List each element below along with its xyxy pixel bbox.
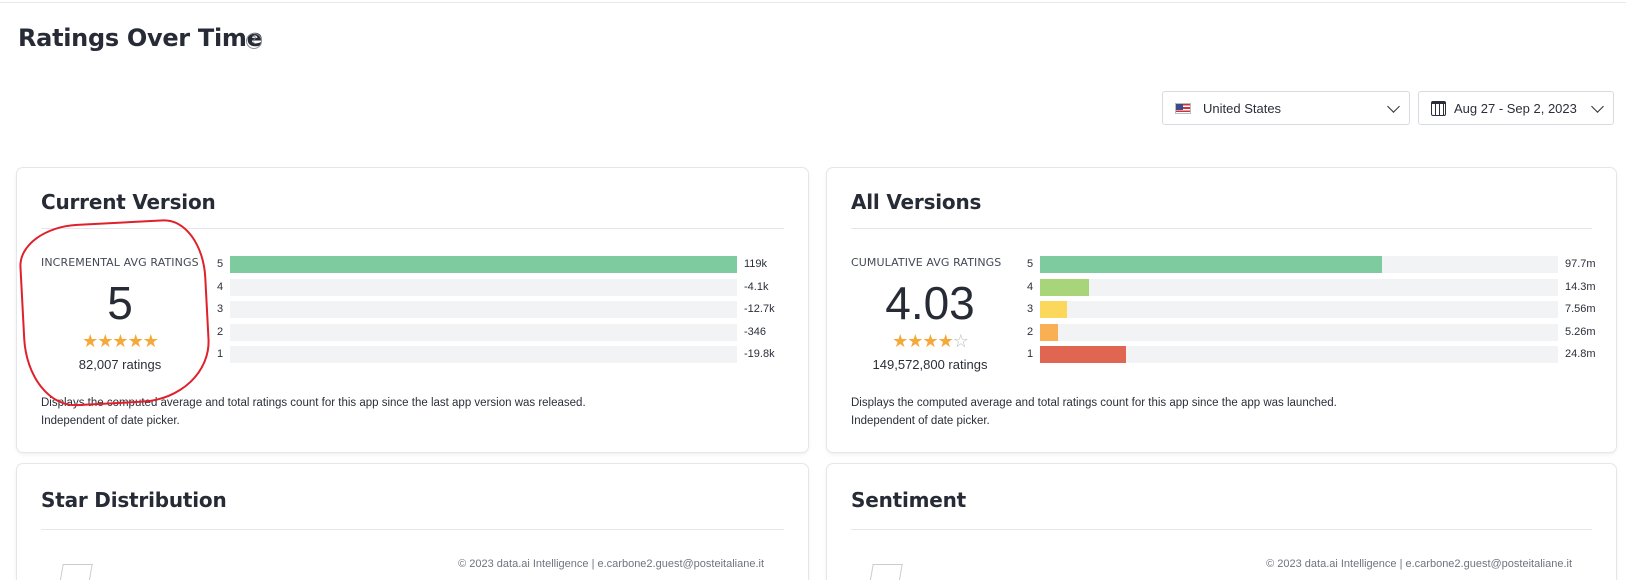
calendar-icon xyxy=(1431,100,1446,116)
bar-track xyxy=(1040,278,1558,296)
bar-star-label: 2 xyxy=(217,325,224,338)
rating-bar-row: 1 24.8m xyxy=(1027,346,1605,364)
rating-bar-row: 3 -12.7k xyxy=(217,301,784,319)
ratings-count: 149,572,800 ratings xyxy=(872,357,988,372)
bar-value-label: -12.7k xyxy=(744,303,775,315)
bar-track xyxy=(1040,301,1558,318)
card-divider xyxy=(851,228,1592,229)
all-versions-card: All Versions CUMULATIVE AVG RATINGS 4.03… xyxy=(827,168,1616,452)
data-ai-logo-icon xyxy=(869,564,903,580)
description-line: Displays the computed average and total … xyxy=(41,397,586,409)
card-title: Sentiment xyxy=(851,488,967,512)
star-distribution-card: Star Distribution © 2023 data.ai Intelli… xyxy=(17,464,808,580)
star-rating: ★★★★☆ xyxy=(851,331,1009,352)
bar-star-label: 2 xyxy=(1027,325,1034,338)
bar-track xyxy=(1040,323,1558,341)
rating-bar-row: 4 -4.1k xyxy=(217,278,784,297)
star-filled-icon: ★ xyxy=(937,331,954,352)
card-title: Current Version xyxy=(41,190,216,214)
chevron-down-icon xyxy=(1387,100,1400,113)
copyright-text: © 2023 data.ai Intelligence | e.carbone2… xyxy=(458,558,764,570)
bar-track xyxy=(1040,256,1558,273)
chevron-down-icon xyxy=(1591,100,1604,113)
bar-value-label: 97.7m xyxy=(1565,258,1596,270)
bar-star-label: 5 xyxy=(217,258,224,270)
rating-bar-row: 5 97.7m xyxy=(1027,256,1605,274)
rating-bar-row: 2 -346 xyxy=(217,323,784,342)
card-description: Displays the computed average and total … xyxy=(851,394,1337,430)
bar-value-label: 119k xyxy=(744,258,768,270)
card-description: Displays the computed average and total … xyxy=(41,394,586,430)
card-divider xyxy=(851,529,1592,530)
star-empty-icon: ☆ xyxy=(952,331,969,352)
date-range-picker[interactable]: Aug 27 - Sep 2, 2023 xyxy=(1418,91,1614,125)
bar-star-label: 3 xyxy=(217,303,224,315)
current-version-card: Current Version INCREMENTAL AVG RATINGS … xyxy=(17,168,808,452)
bar-value-label: -4.1k xyxy=(744,280,769,293)
star-filled-icon: ★ xyxy=(97,331,113,352)
bar-track xyxy=(230,301,737,318)
star-filled-icon: ★ xyxy=(112,331,128,352)
star-filled-icon: ★ xyxy=(922,331,938,352)
rating-bar-row: 2 5.26m xyxy=(1027,323,1605,342)
bar-track xyxy=(230,256,737,273)
star-filled-icon: ★ xyxy=(907,331,923,352)
star-filled-icon: ★ xyxy=(892,331,908,352)
help-icon[interactable]: ? xyxy=(246,33,262,49)
star-rating: ★★★★★ xyxy=(41,331,199,352)
bar-value-label: 7.56m xyxy=(1565,303,1596,315)
bar-track xyxy=(1040,346,1558,363)
ratings-count: 82,007 ratings xyxy=(78,357,162,372)
sentiment-card: Sentiment © 2023 data.ai Intelligence | … xyxy=(827,464,1616,580)
bar-star-label: 4 xyxy=(1027,280,1034,293)
top-border xyxy=(0,2,1626,3)
bar-star-label: 5 xyxy=(1027,258,1034,270)
avg-value: 4.03 xyxy=(885,277,975,329)
data-ai-logo-icon xyxy=(59,564,93,580)
star-filled-icon: ★ xyxy=(142,331,159,352)
bar-fill xyxy=(230,256,737,273)
avg-label: INCREMENTAL AVG RATINGS xyxy=(41,256,199,269)
bar-value-label: -346 xyxy=(744,325,767,338)
rating-bar-row: 5 119k xyxy=(217,256,784,274)
bar-star-label: 3 xyxy=(1027,303,1034,315)
bar-value-label: 5.26m xyxy=(1565,325,1596,338)
bar-fill xyxy=(1040,278,1090,296)
bar-star-label: 1 xyxy=(217,348,224,360)
bar-star-label: 4 xyxy=(217,280,224,293)
bar-fill xyxy=(1040,301,1067,318)
us-flag-icon xyxy=(1175,102,1191,114)
bar-value-label: 14.3m xyxy=(1565,280,1596,293)
bar-fill xyxy=(1040,256,1382,273)
red-annotation-circle xyxy=(17,217,213,409)
rating-bar-row: 3 7.56m xyxy=(1027,301,1605,319)
avg-label: CUMULATIVE AVG RATINGS xyxy=(851,256,1002,269)
page-title: Ratings Over Time xyxy=(18,24,263,52)
bar-track xyxy=(230,278,737,296)
bar-value-label: -19.8k xyxy=(744,348,775,360)
bar-value-label: 24.8m xyxy=(1565,348,1596,360)
bar-fill xyxy=(1040,323,1059,341)
card-divider xyxy=(41,228,784,229)
card-title: Star Distribution xyxy=(41,488,227,512)
bar-track xyxy=(230,346,737,363)
description-line: Displays the computed average and total … xyxy=(851,397,1337,409)
copyright-text: © 2023 data.ai Intelligence | e.carbone2… xyxy=(1266,558,1572,570)
description-line: Independent of date picker. xyxy=(851,415,990,427)
rating-bar-row: 4 14.3m xyxy=(1027,278,1605,297)
bar-track xyxy=(230,323,737,341)
country-select-value: United States xyxy=(1203,100,1282,116)
country-select[interactable]: United States xyxy=(1162,91,1410,125)
star-filled-icon: ★ xyxy=(127,331,144,352)
card-divider xyxy=(41,529,784,530)
bar-star-label: 1 xyxy=(1027,348,1034,360)
star-filled-icon: ★ xyxy=(82,331,98,352)
description-line: Independent of date picker. xyxy=(41,415,180,427)
card-title: All Versions xyxy=(851,190,982,214)
bar-fill xyxy=(1040,346,1126,363)
date-range-value: Aug 27 - Sep 2, 2023 xyxy=(1454,100,1577,116)
rating-bar-row: 1 -19.8k xyxy=(217,346,784,364)
avg-value: 5 xyxy=(107,277,133,329)
